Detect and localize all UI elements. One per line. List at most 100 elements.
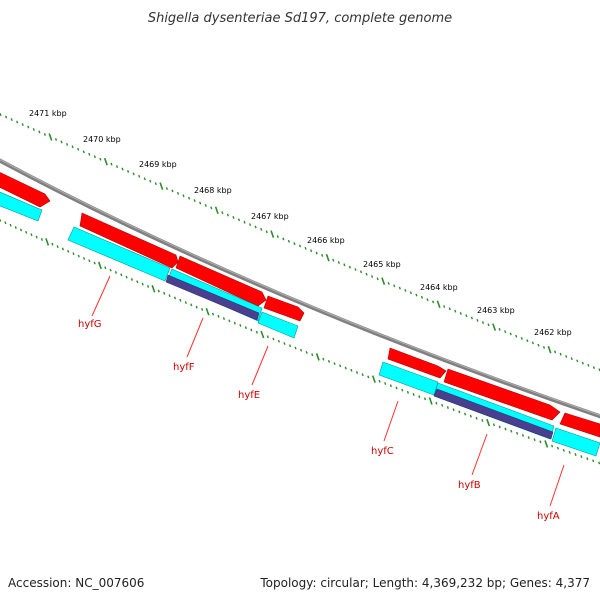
- ruler-inner-minor-tick: [533, 438, 536, 442]
- ruler-outer-minor-tick: [138, 174, 141, 178]
- ruler-label-2468: 2468 kbp: [194, 186, 232, 195]
- cds-red-6: [443, 368, 561, 421]
- ruler-inner-minor-tick: [77, 254, 80, 258]
- ruler-outer-minor-tick: [276, 235, 279, 238]
- ruler-inner-minor-tick: [19, 228, 23, 232]
- ruler-outer-major-tick: [325, 254, 330, 262]
- ruler-outer-minor-tick: [115, 165, 119, 168]
- ruler-inner-minor-tick: [574, 453, 577, 456]
- ruler-inner-minor-tick: [469, 414, 472, 418]
- cds-track-cyan: [0, 191, 600, 457]
- ruler-outer-minor-tick: [82, 150, 85, 154]
- ruler-inner-minor-tick: [125, 275, 128, 279]
- ruler-outer-minor-tick: [249, 223, 252, 227]
- ruler-outer-minor-tick: [415, 293, 418, 297]
- map-title: Shigella dysenteriae Sd197, complete gen…: [148, 11, 452, 26]
- ruler-inner-minor-tick: [104, 266, 107, 270]
- ruler-outer-minor-tick: [143, 177, 146, 181]
- callout-line-hyfE: [251, 345, 269, 386]
- callout-line-hyfB: [471, 433, 488, 476]
- ruler-outer-minor-tick: [154, 182, 157, 186]
- ruler-outer-major-tick: [381, 277, 386, 285]
- ruler-inner-minor-tick: [350, 368, 353, 372]
- ruler-inner-minor-tick: [250, 328, 253, 332]
- ruler-labels: 2471 kbp 2470 kbp 2469 kbp 2468 kbp 2467…: [29, 109, 572, 337]
- ruler-inner-minor-tick: [163, 291, 166, 295]
- ruler-label-2464: 2464 kbp: [420, 283, 458, 292]
- ruler-inner-minor-tick: [130, 278, 134, 281]
- ruler-inner-ticks: [0, 218, 600, 465]
- ruler-outer-minor-tick: [193, 199, 196, 203]
- ruler-outer-minor-tick: [127, 170, 130, 173]
- topology-text: Topology: circular; Length: 4,369,232 bp…: [259, 576, 590, 590]
- ruler-outer-minor-tick: [226, 213, 229, 217]
- ruler-inner-minor-tick: [141, 282, 144, 286]
- ruler-inner-minor-tick: [412, 393, 415, 396]
- ruler-inner-minor-tick: [109, 268, 112, 272]
- ruler-outer-minor-tick: [371, 275, 374, 278]
- ruler-outer-minor-tick: [448, 307, 451, 311]
- ruler-inner-minor-tick: [244, 326, 247, 330]
- ruler-outer-minor-tick: [576, 359, 579, 363]
- ruler-inner-minor-tick: [580, 455, 583, 459]
- cds-red-1: [0, 172, 51, 208]
- ruler-outer-minor-tick: [587, 363, 590, 367]
- ruler-inner-minor-tick: [327, 359, 331, 363]
- ruler-outer-minor-tick: [404, 289, 407, 292]
- ruler-inner-minor-tick: [30, 233, 33, 237]
- ruler-inner-minor-tick: [510, 429, 513, 433]
- ruler-inner-minor-tick: [211, 312, 215, 316]
- ruler-outer-minor-tick: [420, 295, 424, 299]
- ruler-outer-minor-tick: [99, 157, 102, 161]
- ruler-outer-minor-tick: [315, 251, 318, 255]
- callout-line-hyfG: [91, 275, 111, 317]
- ruler-outer-minor-tick: [182, 194, 185, 198]
- gene-label-hyfA: hyfA: [537, 511, 560, 522]
- ruler-inner-minor-tick: [521, 434, 525, 437]
- ruler-inner-minor-tick: [179, 298, 182, 302]
- ruler-outer-minor-tick: [321, 254, 324, 257]
- ruler-inner-minor-tick: [423, 397, 427, 401]
- ruler-inner-minor-tick: [222, 317, 226, 321]
- ruler-outer-minor-tick: [354, 268, 357, 271]
- callout-line-hyfC: [383, 400, 399, 442]
- ruler-outer-minor-tick: [5, 115, 8, 119]
- ruler-outer-minor-tick: [88, 152, 91, 156]
- cds-navy-2: [433, 388, 554, 440]
- ruler-inner-minor-tick: [168, 294, 171, 298]
- cds-cyan-1: [0, 191, 43, 222]
- ruler-outer-minor-tick: [443, 305, 446, 308]
- ruler-inner-major-tick: [486, 418, 491, 427]
- callout-line-hyfA: [549, 464, 565, 507]
- ruler-outer-minor-tick: [459, 312, 462, 315]
- ruler-inner-minor-tick: [9, 223, 12, 227]
- ruler-label-2471: 2471 kbp: [29, 109, 67, 118]
- ruler-inner-minor-tick: [173, 296, 177, 300]
- ruler-inner-minor-tick: [384, 382, 387, 385]
- ruler-inner-minor-tick: [389, 384, 392, 388]
- cds-cyan-2: [67, 226, 171, 282]
- ruler-inner-minor-tick: [339, 364, 342, 368]
- ruler-outer-minor-tick: [426, 298, 429, 302]
- ruler-inner-minor-tick: [568, 450, 571, 454]
- ruler-outer-minor-tick: [376, 277, 379, 281]
- ruler-inner-minor-tick: [527, 436, 530, 440]
- ruler-outer-minor-tick: [310, 249, 313, 253]
- ruler-inner-minor-tick: [311, 353, 314, 357]
- ruler-outer-minor-tick: [487, 323, 490, 327]
- ruler-outer-minor-tick: [526, 339, 529, 343]
- ruler-inner-minor-tick: [146, 284, 150, 288]
- ruler-outer-minor-tick: [254, 225, 257, 229]
- ruler-inner-minor-tick: [56, 245, 59, 249]
- ruler-inner-minor-tick: [294, 346, 297, 350]
- ruler-inner-minor-tick: [283, 342, 286, 345]
- ruler-inner-minor-tick: [361, 373, 364, 377]
- cds-red-4: [263, 295, 305, 322]
- ruler-inner-minor-tick: [355, 371, 359, 374]
- ruler-outer-minor-tick: [32, 128, 35, 131]
- ruler-outer-minor-tick: [559, 352, 562, 356]
- ruler-inner-minor-tick: [539, 440, 542, 444]
- ruler-inner-major-tick: [544, 440, 549, 448]
- ruler-outer-minor-tick: [409, 291, 412, 295]
- ruler-inner-minor-tick: [82, 256, 86, 260]
